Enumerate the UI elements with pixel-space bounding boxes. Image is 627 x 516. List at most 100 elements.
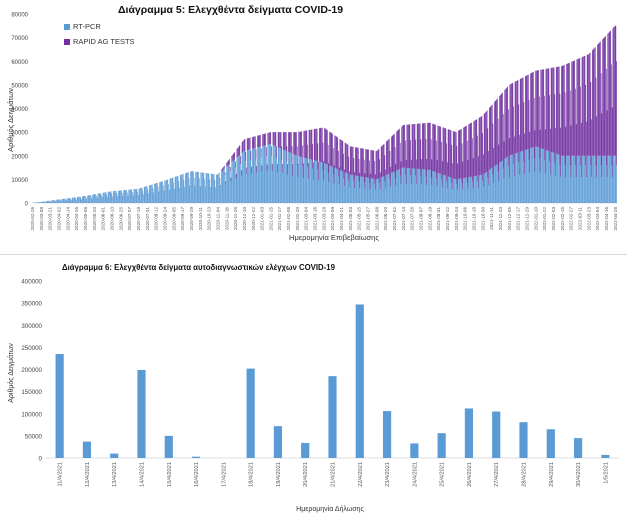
bar-rapid-ag — [563, 65, 564, 155]
bar-rapid-ag — [315, 129, 316, 161]
bar-rtpcr — [56, 200, 57, 203]
bar-rapid-ag — [421, 159, 422, 184]
bar-rtpcr — [105, 192, 106, 203]
bar-self-test — [601, 455, 609, 458]
bar-rapid-ag — [513, 107, 514, 164]
bar-rapid-ag — [273, 132, 274, 145]
bar-rapid-ag — [326, 130, 327, 165]
bar-rtpcr — [61, 199, 62, 203]
bar-rapid-ag — [290, 132, 291, 153]
bar-rtpcr — [550, 175, 551, 203]
bar-rtpcr — [384, 181, 385, 203]
bar-rapid-ag — [608, 33, 609, 156]
x-tick-label: 2020-10-23 — [207, 207, 212, 231]
bar-rtpcr — [594, 156, 595, 203]
bar-rtpcr — [569, 156, 570, 203]
bar-rtpcr — [50, 201, 51, 203]
bar-rtpcr — [280, 148, 281, 203]
bar-rapid-ag — [351, 147, 352, 175]
bar-rtpcr — [513, 164, 514, 203]
bar-rapid-ag — [495, 101, 496, 166]
bar-rapid-ag — [445, 128, 446, 175]
bar-rapid-ag — [324, 128, 325, 163]
bar-rapid-ag — [468, 160, 469, 189]
bar-rapid-ag — [410, 140, 411, 175]
bar-rtpcr — [81, 198, 82, 203]
bar-rtpcr — [512, 155, 513, 203]
bar-rapid-ag — [494, 102, 495, 166]
bar-rapid-ag — [309, 130, 310, 159]
bar-rtpcr — [578, 156, 579, 203]
bar-rtpcr — [571, 156, 572, 203]
bar-rtpcr — [338, 176, 339, 203]
bar-rtpcr — [248, 150, 249, 203]
x-tick-label: 2021-07-02 — [392, 207, 397, 231]
bar-rtpcr — [554, 163, 555, 203]
bar-rapid-ag — [359, 173, 360, 189]
bar-rtpcr — [52, 200, 53, 203]
bar-rtpcr — [37, 202, 38, 203]
bar-rtpcr — [498, 172, 499, 204]
bar-rtpcr — [577, 156, 578, 203]
bar-rapid-ag — [575, 89, 576, 166]
bar-rtpcr — [517, 153, 518, 203]
bar-rtpcr — [170, 178, 171, 203]
bar-rtpcr — [429, 170, 430, 203]
bar-rtpcr — [203, 173, 204, 203]
bar-rtpcr — [82, 196, 83, 203]
bar-rtpcr — [359, 188, 360, 203]
bar-rapid-ag — [340, 139, 341, 170]
bar-rtpcr — [368, 178, 369, 203]
bar-rtpcr — [442, 187, 443, 203]
bar-rtpcr — [314, 160, 315, 203]
bar-rtpcr — [504, 179, 505, 203]
bar-self-test — [492, 412, 500, 458]
bar-rapid-ag — [607, 34, 608, 156]
bar-rtpcr — [100, 193, 101, 203]
x-tick-label: 20/4/2021 — [303, 462, 309, 487]
bar-rtpcr — [266, 157, 267, 203]
bar-rtpcr — [167, 180, 168, 203]
bar-rtpcr — [55, 201, 56, 203]
bar-rtpcr — [353, 175, 354, 203]
bar-self-test — [192, 457, 200, 458]
bar-rtpcr — [277, 172, 278, 203]
bar-rapid-ag — [304, 131, 305, 158]
bar-rapid-ag — [570, 90, 571, 165]
bar-rtpcr — [501, 162, 502, 203]
bar-rapid-ag — [565, 92, 566, 165]
x-tick-label: 2020-06-01 — [101, 207, 106, 231]
bar-rapid-ag — [580, 87, 581, 165]
bar-rtpcr — [258, 147, 259, 203]
bar-rtpcr — [585, 156, 586, 203]
bar-rapid-ag — [353, 147, 354, 175]
bar-rapid-ag — [588, 54, 589, 155]
bar-rtpcr — [453, 178, 454, 203]
bar-rtpcr — [409, 168, 410, 203]
bar-rapid-ag — [480, 117, 481, 175]
bar-rtpcr — [164, 191, 165, 203]
bar-rapid-ag — [331, 133, 332, 166]
bar-rtpcr — [53, 200, 54, 203]
bar-rapid-ag — [313, 162, 314, 179]
bar-rtpcr — [357, 176, 358, 203]
bar-rtpcr — [276, 158, 277, 203]
bar-rapid-ag — [418, 124, 419, 169]
bar-rtpcr — [331, 166, 332, 203]
bar-rtpcr — [164, 181, 165, 203]
x-tick-label: 2020-11-16 — [224, 207, 229, 231]
bar-rtpcr — [586, 177, 587, 203]
bar-rapid-ag — [270, 132, 271, 144]
x-tick-label: 2021-12-05 — [507, 207, 512, 231]
bar-rtpcr — [148, 193, 149, 203]
bar-rtpcr — [458, 179, 459, 203]
bar-rapid-ag — [435, 125, 436, 172]
x-tick-label: 2020-09-29 — [189, 207, 194, 231]
bar-rapid-ag — [303, 163, 304, 177]
bar-rtpcr — [398, 170, 399, 203]
x-tick-label: 2020-09-05 — [171, 207, 176, 231]
bar-rapid-ag — [293, 132, 294, 154]
bar-rtpcr — [49, 201, 50, 203]
bar-rtpcr — [431, 177, 432, 203]
bar-rapid-ag — [365, 173, 366, 189]
